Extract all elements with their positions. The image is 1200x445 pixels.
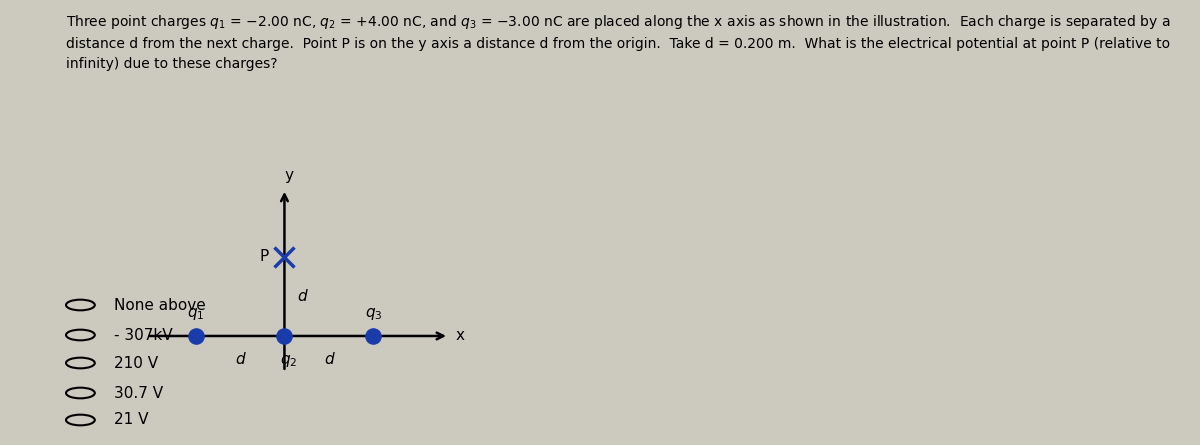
Point: [186, 332, 205, 340]
Text: Three point charges $q_1$ = −2.00 nC, $q_2$ = +4.00 nC, and $q_3$ = −3.00 nC are: Three point charges $q_1$ = −2.00 nC, $q…: [66, 13, 1170, 72]
Text: d: d: [235, 352, 245, 367]
Text: 210 V: 210 V: [114, 356, 158, 371]
Text: y: y: [284, 168, 293, 183]
Text: x: x: [455, 328, 464, 344]
Text: None above: None above: [114, 298, 205, 312]
Text: $q_2$: $q_2$: [281, 353, 298, 369]
Text: d: d: [296, 289, 306, 304]
Text: $q_3$: $q_3$: [365, 306, 382, 322]
Point: [275, 332, 294, 340]
Point: [364, 332, 383, 340]
Text: 21 V: 21 V: [114, 413, 149, 428]
Text: d: d: [324, 352, 334, 367]
Text: $q_1$: $q_1$: [187, 306, 204, 322]
Text: P: P: [259, 249, 269, 264]
Text: - 307kV: - 307kV: [114, 328, 173, 343]
Text: 30.7 V: 30.7 V: [114, 385, 163, 400]
